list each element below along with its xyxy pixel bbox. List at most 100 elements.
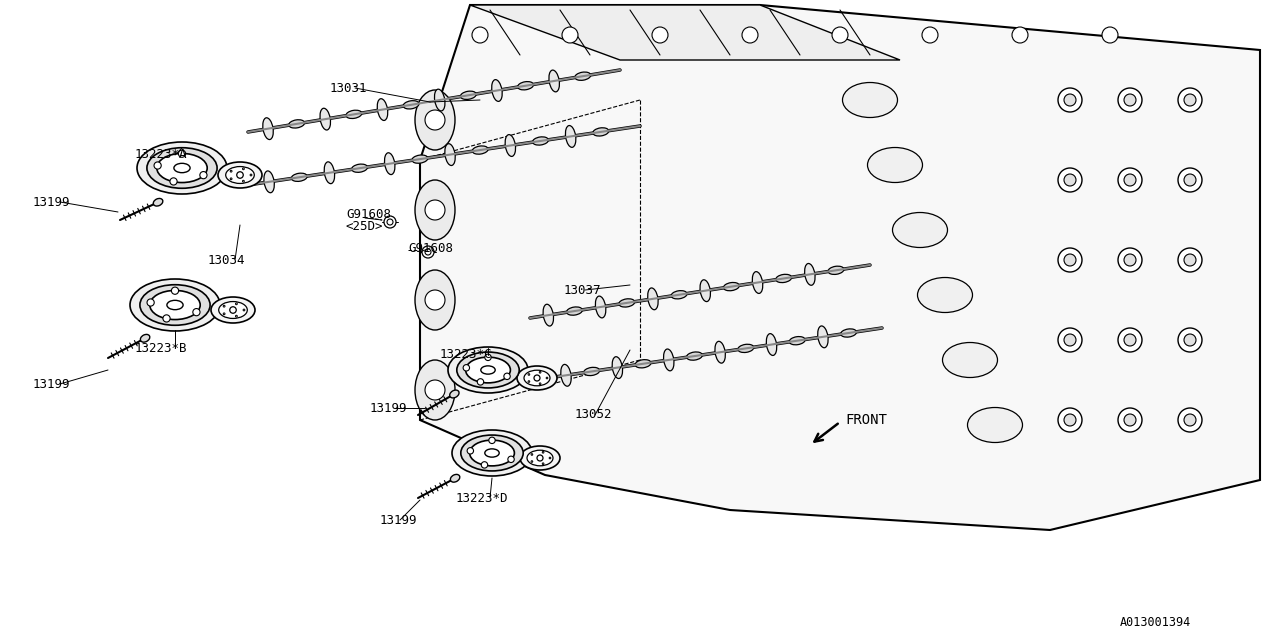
Ellipse shape — [225, 166, 255, 184]
Text: <25D>: <25D> — [346, 220, 384, 232]
Circle shape — [425, 200, 445, 220]
Circle shape — [1184, 94, 1196, 106]
Ellipse shape — [219, 301, 247, 319]
Ellipse shape — [517, 366, 557, 390]
Ellipse shape — [716, 341, 726, 363]
Ellipse shape — [157, 154, 207, 182]
Circle shape — [425, 380, 445, 400]
Ellipse shape — [686, 352, 703, 360]
Ellipse shape — [154, 198, 163, 206]
Circle shape — [236, 303, 237, 305]
Circle shape — [1064, 414, 1076, 426]
Ellipse shape — [790, 337, 805, 345]
Circle shape — [472, 27, 488, 43]
Circle shape — [1178, 88, 1202, 112]
Ellipse shape — [543, 304, 553, 326]
Ellipse shape — [818, 326, 828, 348]
Text: 13034: 13034 — [207, 253, 246, 266]
Ellipse shape — [517, 81, 534, 90]
Circle shape — [562, 27, 579, 43]
Circle shape — [463, 365, 470, 371]
Ellipse shape — [449, 390, 460, 398]
Circle shape — [529, 374, 530, 375]
Ellipse shape — [575, 72, 590, 81]
Ellipse shape — [141, 335, 150, 342]
Circle shape — [1064, 334, 1076, 346]
Circle shape — [1178, 328, 1202, 352]
Circle shape — [1124, 334, 1137, 346]
Circle shape — [534, 375, 540, 381]
Text: A013001394: A013001394 — [1120, 616, 1190, 628]
Circle shape — [1059, 88, 1082, 112]
Ellipse shape — [320, 108, 330, 130]
Ellipse shape — [918, 278, 973, 312]
Circle shape — [1117, 88, 1142, 112]
Ellipse shape — [452, 430, 532, 476]
Circle shape — [1064, 94, 1076, 106]
Ellipse shape — [415, 360, 454, 420]
Text: 13223*D: 13223*D — [456, 492, 508, 504]
Ellipse shape — [131, 279, 220, 331]
Circle shape — [529, 381, 530, 382]
Ellipse shape — [415, 90, 454, 150]
Circle shape — [172, 287, 179, 294]
Circle shape — [539, 383, 541, 385]
Ellipse shape — [434, 89, 445, 111]
Circle shape — [1184, 254, 1196, 266]
Circle shape — [531, 454, 532, 455]
Circle shape — [504, 373, 511, 380]
Ellipse shape — [451, 474, 460, 482]
Ellipse shape — [415, 270, 454, 330]
Ellipse shape — [648, 288, 658, 310]
Ellipse shape — [828, 266, 844, 275]
Circle shape — [242, 168, 244, 170]
Ellipse shape — [403, 100, 419, 109]
Ellipse shape — [532, 137, 548, 145]
Ellipse shape — [892, 212, 947, 248]
Circle shape — [1059, 408, 1082, 432]
Circle shape — [543, 463, 544, 465]
Circle shape — [543, 451, 544, 453]
Circle shape — [154, 162, 161, 169]
Text: 13199: 13199 — [370, 401, 407, 415]
Ellipse shape — [147, 148, 218, 188]
Ellipse shape — [264, 171, 274, 193]
Circle shape — [147, 299, 154, 306]
Ellipse shape — [841, 329, 856, 337]
Ellipse shape — [384, 153, 396, 175]
Circle shape — [467, 447, 474, 454]
Ellipse shape — [566, 125, 576, 147]
Ellipse shape — [612, 356, 622, 378]
Circle shape — [1117, 248, 1142, 272]
Ellipse shape — [593, 128, 609, 136]
Circle shape — [1178, 168, 1202, 192]
Circle shape — [230, 170, 232, 172]
Text: FRONT: FRONT — [845, 413, 887, 427]
Circle shape — [1117, 408, 1142, 432]
Circle shape — [1117, 168, 1142, 192]
Text: G91608: G91608 — [408, 241, 453, 255]
Circle shape — [1059, 248, 1082, 272]
Circle shape — [1012, 27, 1028, 43]
Circle shape — [742, 27, 758, 43]
Ellipse shape — [415, 180, 454, 240]
Ellipse shape — [324, 162, 334, 184]
Ellipse shape — [481, 366, 495, 374]
Ellipse shape — [492, 79, 502, 101]
Circle shape — [547, 377, 548, 379]
Circle shape — [229, 307, 237, 313]
Polygon shape — [470, 5, 900, 60]
Circle shape — [1184, 174, 1196, 186]
Ellipse shape — [524, 370, 550, 386]
Ellipse shape — [942, 342, 997, 378]
Text: 13037: 13037 — [564, 284, 602, 296]
Circle shape — [387, 219, 393, 225]
Ellipse shape — [174, 163, 191, 173]
Circle shape — [170, 178, 177, 185]
Circle shape — [1184, 414, 1196, 426]
Circle shape — [539, 371, 541, 373]
Circle shape — [549, 457, 550, 459]
Ellipse shape — [470, 440, 515, 466]
Circle shape — [223, 313, 225, 315]
Ellipse shape — [445, 144, 456, 166]
